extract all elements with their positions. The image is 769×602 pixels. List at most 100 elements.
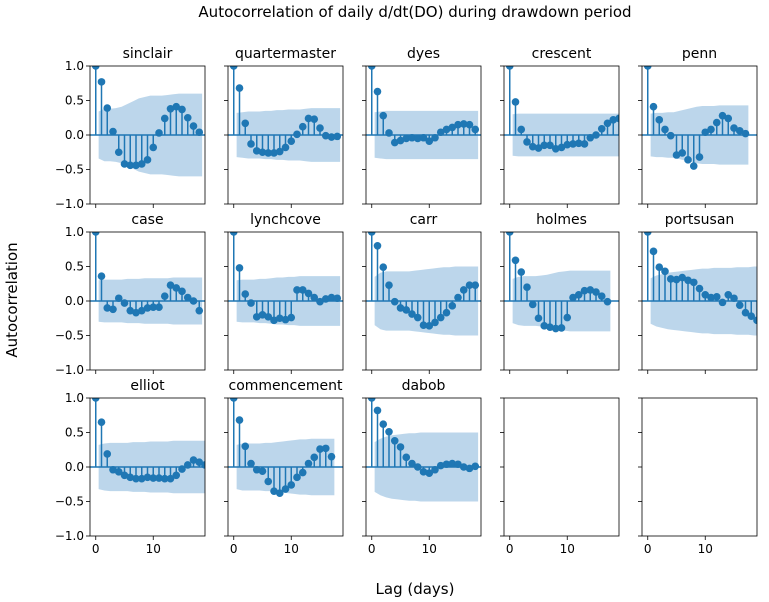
- panel-title: dabob: [402, 378, 446, 394]
- acf-point: [592, 131, 600, 139]
- y-tick-label: 0.0: [65, 294, 84, 308]
- acf-point: [114, 294, 123, 303]
- acf-point: [166, 104, 175, 113]
- x-tick-label: 0: [92, 542, 100, 556]
- acf-point: [287, 137, 296, 146]
- acf-point: [316, 445, 324, 453]
- acf-point: [132, 474, 140, 483]
- acf-point: [586, 133, 595, 142]
- acf-point: [396, 136, 405, 145]
- acf-point: [270, 149, 278, 157]
- acf-point: [172, 284, 181, 292]
- acf-point: [523, 138, 531, 146]
- acf-point: [195, 458, 204, 466]
- acf-point: [373, 242, 382, 250]
- acf-point: [126, 306, 135, 315]
- acf-point: [327, 133, 336, 141]
- acf-point: [183, 461, 192, 469]
- panel-crescent: crescent: [500, 46, 620, 208]
- acf-point: [649, 102, 658, 111]
- acf-point: [517, 268, 526, 276]
- acf-point: [701, 290, 710, 299]
- panel-title: sinclair: [123, 46, 173, 62]
- acf-point: [718, 298, 727, 307]
- acf-point: [655, 263, 664, 271]
- acf-point: [160, 292, 169, 300]
- y-tick-label: 0.0: [65, 460, 84, 474]
- acf-point: [603, 119, 612, 128]
- panel-lynchcove: lynchcove: [224, 212, 344, 374]
- acf-point: [425, 322, 434, 330]
- acf-point: [379, 111, 388, 120]
- panel-sinclair: −1.0 −0.5 0.0 0.5 1.0 sinclair: [55, 46, 206, 211]
- acf-point: [275, 147, 284, 156]
- acf-point: [408, 459, 416, 468]
- acf-point: [551, 324, 560, 333]
- panel-empty-14: 0 10: [638, 397, 758, 556]
- acf-point: [695, 153, 704, 161]
- acf-point: [419, 468, 428, 476]
- x-tick-label: 10: [560, 542, 575, 556]
- acf-point: [753, 316, 757, 325]
- panel-carr: carr: [362, 212, 482, 374]
- acf-point: [580, 140, 589, 148]
- acf-point: [270, 487, 278, 495]
- acf-point: [333, 294, 342, 303]
- acf-point: [114, 148, 123, 157]
- acf-point: [419, 133, 428, 142]
- acf-point: [730, 294, 738, 303]
- acf-point: [321, 295, 330, 303]
- acf-point: [258, 467, 267, 475]
- acf-point: [431, 318, 439, 327]
- acf-point: [528, 300, 537, 309]
- acf-point: [390, 436, 399, 445]
- acf-point: [413, 313, 422, 322]
- acf-point: [275, 489, 284, 498]
- acf-point: [293, 286, 301, 294]
- acf-point: [661, 267, 669, 276]
- acf-point: [103, 450, 112, 458]
- acf-point: [287, 481, 296, 489]
- acf-point: [707, 125, 715, 134]
- acf-point: [160, 114, 169, 123]
- axes-frame: [503, 397, 620, 537]
- acf-point: [132, 161, 140, 170]
- panel-title: commencement: [229, 378, 343, 394]
- acf-point: [436, 461, 445, 470]
- acf-point: [373, 87, 382, 96]
- acf-point: [310, 115, 319, 123]
- acf-point: [603, 297, 612, 306]
- panel-elliot: 0 10 −1.0 −0.5 0.0 0.5 1.0 elliot: [55, 378, 206, 556]
- y-tick-label: 0.5: [65, 94, 84, 108]
- acf-point: [431, 465, 439, 474]
- acf-point: [178, 465, 186, 473]
- acf-point: [247, 299, 255, 307]
- acf-point: [120, 299, 129, 307]
- acf-point: [459, 286, 468, 294]
- y-tick-label: 0.5: [65, 260, 84, 274]
- acf-point: [655, 116, 664, 124]
- panel-grid: −1.0 −0.5 0.0 0.5 1.0 sinclair quartermaster dy…: [55, 46, 758, 556]
- panel-title: quartermaster: [235, 46, 336, 62]
- acf-point: [264, 313, 273, 321]
- acf-point: [373, 406, 382, 415]
- acf-point: [695, 284, 704, 293]
- acf-point: [678, 149, 687, 157]
- acf-point: [718, 111, 727, 120]
- acf-point: [143, 304, 152, 312]
- acf-point: [661, 125, 669, 134]
- acf-point: [712, 293, 721, 301]
- acf-point: [413, 463, 422, 471]
- acf-point: [275, 314, 284, 323]
- acf-point: [586, 286, 595, 294]
- acf-point: [149, 303, 158, 312]
- acf-point: [109, 465, 117, 474]
- acf-point: [97, 272, 106, 280]
- acf-point: [442, 125, 451, 134]
- acf-point: [241, 290, 250, 298]
- acf-point: [459, 120, 468, 128]
- acf-point: [402, 134, 411, 143]
- acf-point: [178, 287, 186, 296]
- acf-point: [511, 98, 520, 106]
- acf-point: [396, 304, 405, 312]
